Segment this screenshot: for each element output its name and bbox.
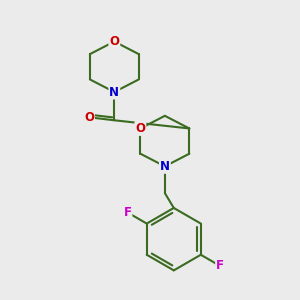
Text: O: O (84, 111, 94, 124)
Text: N: N (109, 85, 119, 98)
Text: N: N (160, 160, 170, 173)
Text: O: O (109, 35, 119, 48)
Text: F: F (123, 206, 131, 219)
Text: F: F (216, 260, 224, 272)
Text: O: O (135, 122, 146, 135)
